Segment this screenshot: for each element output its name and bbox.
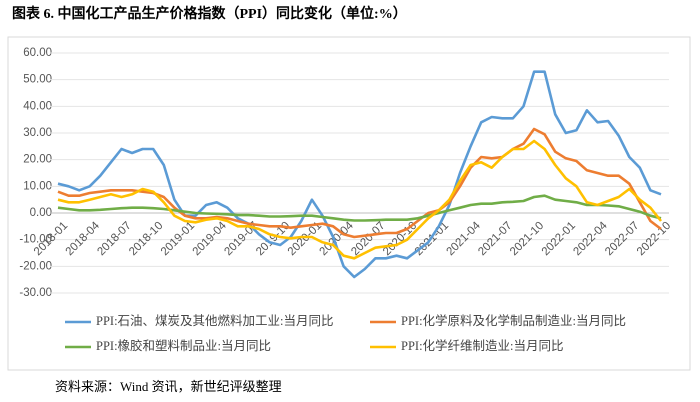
source-note: 资料来源：Wind 资讯，新世纪评级整理 <box>55 379 282 394</box>
x-tick-label: 2018-04 <box>64 219 103 258</box>
x-tick-label: 2019-04 <box>191 219 230 258</box>
x-tick-label: 2022-10 <box>635 220 673 258</box>
legend-label: PPI:石油、煤炭及其他燃料加工业:当月同比 <box>96 313 334 328</box>
y-tick-label: 50.00 <box>23 74 52 86</box>
x-tick-label: 2021-04 <box>445 219 484 258</box>
y-tick-label: 0.00 <box>30 207 52 219</box>
chart-frame <box>7 36 691 371</box>
y-tick-label: -20.00 <box>19 260 52 272</box>
x-tick-label: 2022-04 <box>571 219 610 258</box>
series-line <box>57 70 662 279</box>
y-tick-label: -30.00 <box>19 287 52 299</box>
y-tick-label: -10.00 <box>19 234 52 246</box>
x-tick-label: 2022-01 <box>540 220 578 258</box>
x-tick-label: 2019-01 <box>159 220 197 258</box>
x-tick-label: 2022-07 <box>603 220 641 258</box>
y-tick-label: 20.00 <box>23 154 52 166</box>
series-line <box>57 139 663 260</box>
x-tick-label: 2021-10 <box>508 220 546 258</box>
series-line <box>57 194 662 222</box>
x-tick-label: 2018-10 <box>127 220 165 258</box>
y-tick-label: 40.00 <box>23 100 52 112</box>
legend-label: PPI:橡胶和塑料制品业:当月同比 <box>96 338 271 353</box>
legend-label: PPI:化学纤维制造业:当月同比 <box>401 338 564 353</box>
y-tick-label: 30.00 <box>23 127 52 139</box>
y-tick-label: 10.00 <box>23 180 52 192</box>
y-tick-label: 60.00 <box>23 47 52 59</box>
chart-title: 图表 6. 中国化工产品生产价格指数（PPI）同比变化（单位:%） <box>12 5 407 22</box>
legend-label: PPI:化学原料及化学制品制造业:当月同比 <box>401 313 626 328</box>
x-tick-label: 2021-07 <box>476 220 514 258</box>
series-line <box>57 127 662 239</box>
x-tick-label: 2018-07 <box>95 220 133 258</box>
